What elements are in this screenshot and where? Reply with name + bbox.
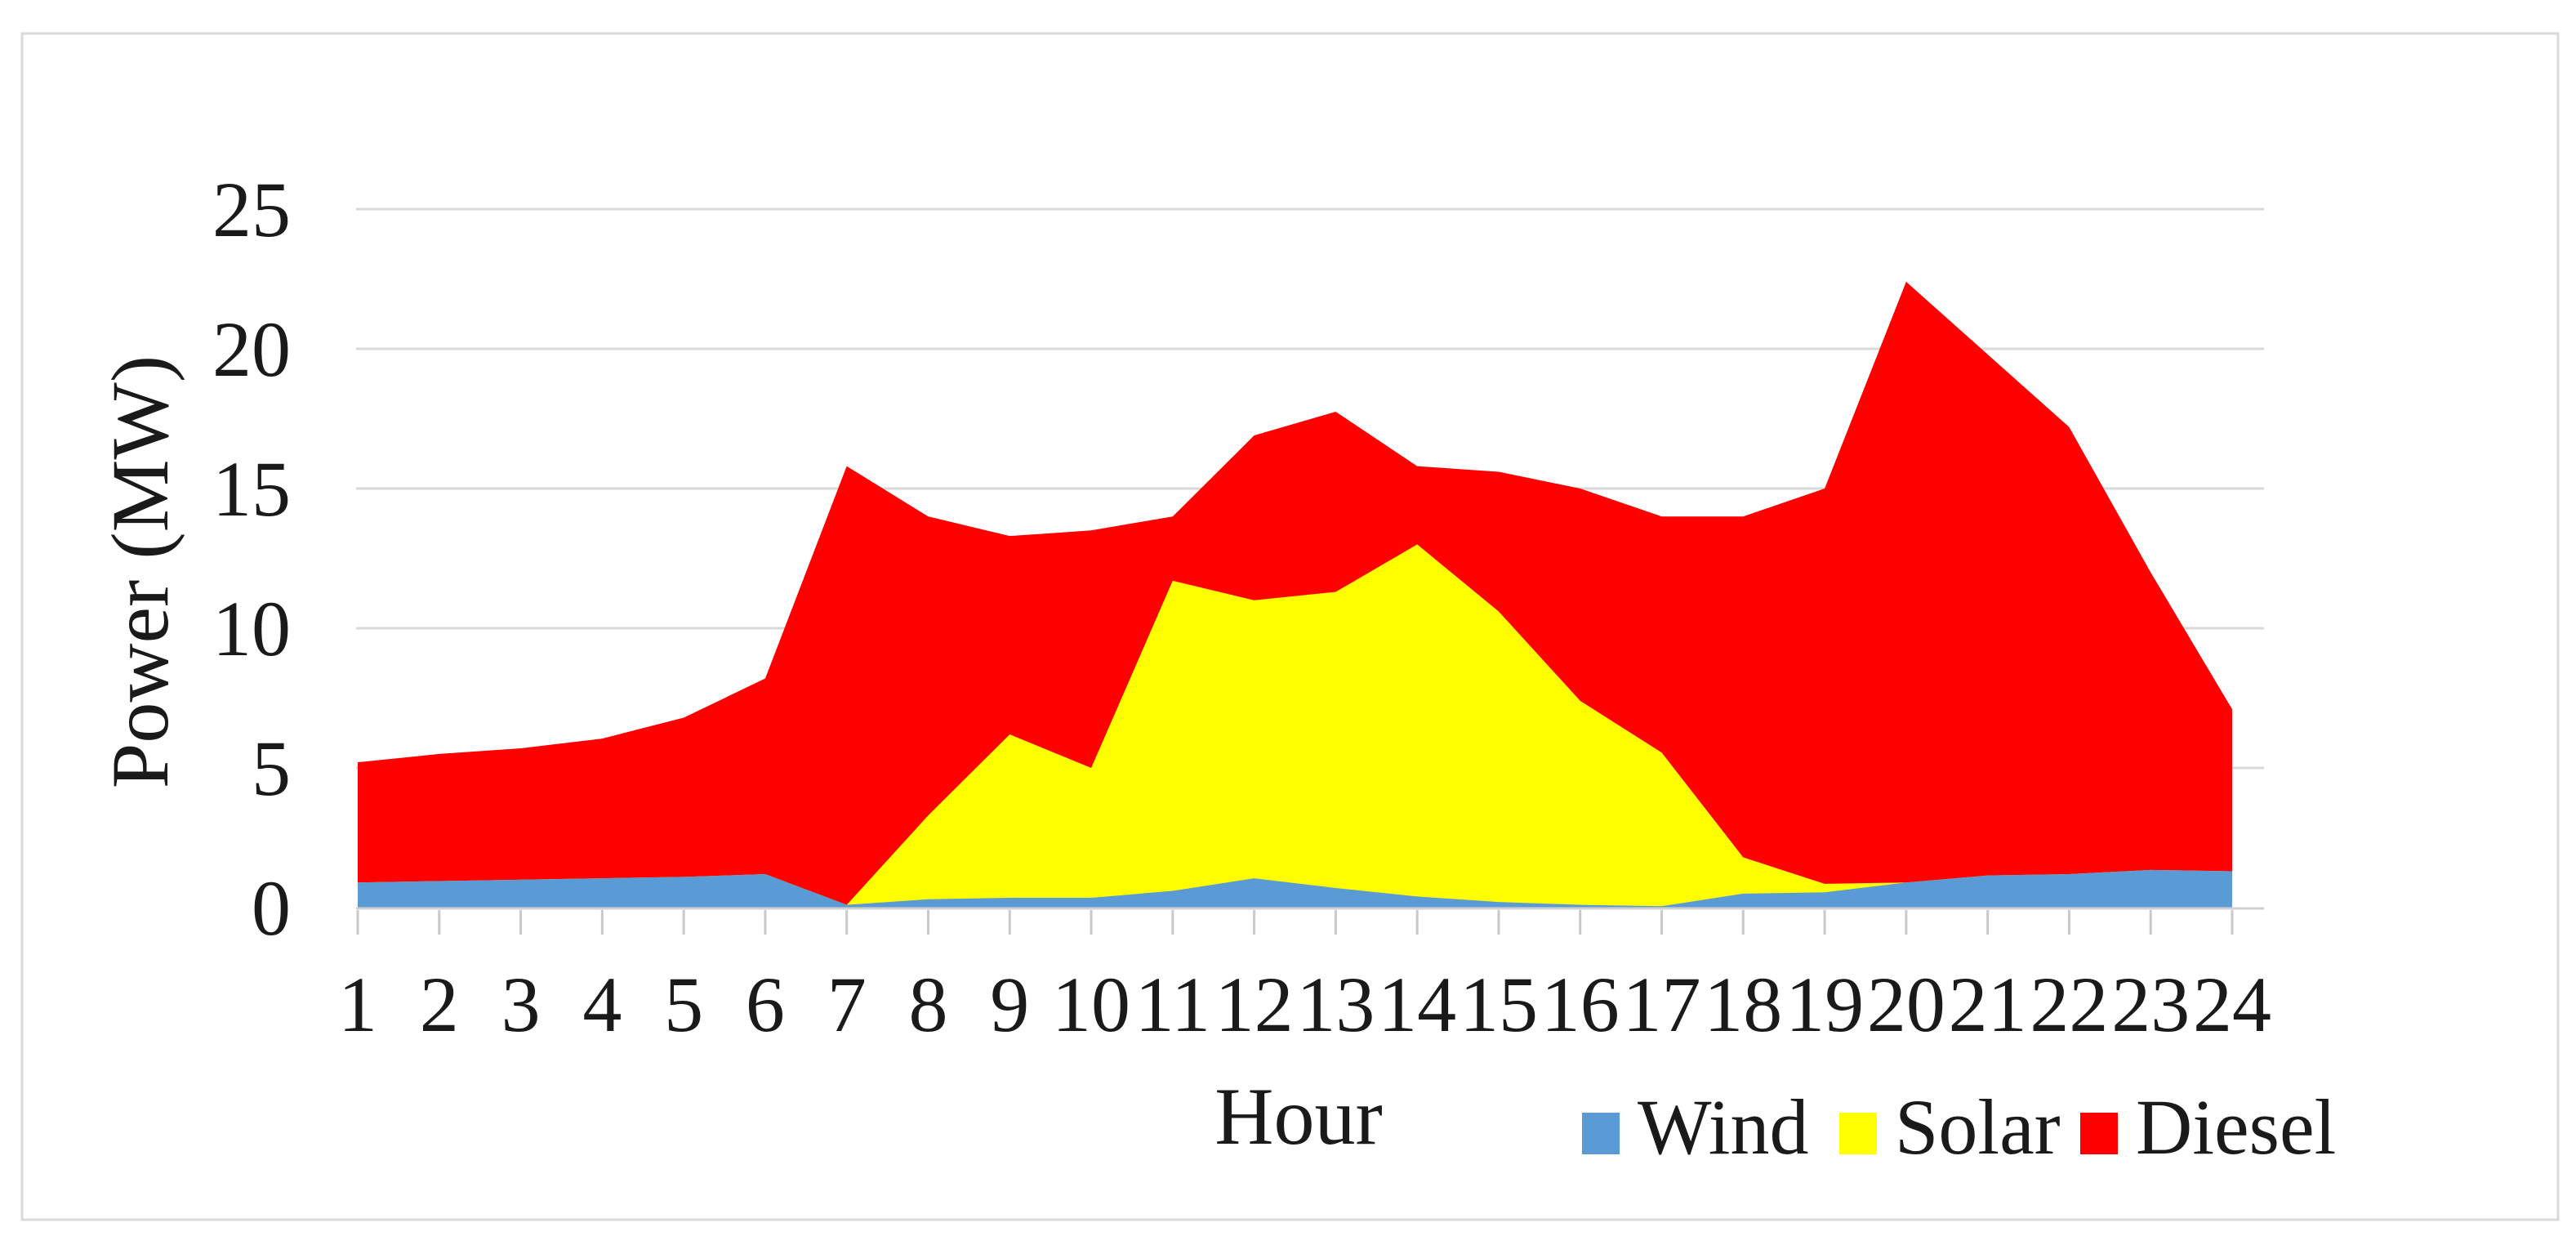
legend-swatch-diesel-icon <box>2080 1113 2118 1154</box>
y-tick-label-15: 15 <box>212 445 291 533</box>
y-tick-label-0: 0 <box>252 864 291 952</box>
area-solar <box>358 544 2232 908</box>
x-tick-label-3: 3 <box>501 961 541 1048</box>
x-tick-label-13: 13 <box>1296 961 1375 1048</box>
x-tick-label-8: 8 <box>908 961 947 1048</box>
x-tick-label-2: 2 <box>420 961 459 1048</box>
x-tick-label-22: 22 <box>2030 961 2108 1048</box>
legend-label-diesel: Diesel <box>2136 1083 2336 1171</box>
area-series <box>358 281 2232 908</box>
figure-border <box>20 32 2560 1221</box>
legend-label-wind: Wind <box>1638 1083 1808 1171</box>
legend-item-solar: Solar <box>1839 1083 2061 1171</box>
x-tick-label-17: 17 <box>1623 961 1701 1048</box>
area-diesel <box>358 281 2232 908</box>
y-tick-label-10: 10 <box>212 585 291 672</box>
x-axis-labels: 1 2 3 4 5 6 7 8 9 10 11 12 13 14 15 16 17 18 19 20 21 22 23 24 <box>338 961 2271 1048</box>
x-tick-label-14: 14 <box>1378 961 1456 1048</box>
legend-label-solar: Solar <box>1895 1083 2061 1171</box>
x-tick-label-20: 20 <box>1867 961 1945 1048</box>
x-tick-label-21: 21 <box>1949 961 2027 1048</box>
legend-swatch-solar-icon <box>1839 1113 1877 1154</box>
x-tick-label-23: 23 <box>2111 961 2190 1048</box>
legend: Wind Solar Diesel <box>1582 1083 2336 1171</box>
area-wind <box>358 869 2232 908</box>
x-tick-label-7: 7 <box>827 961 867 1048</box>
legend-item-diesel: Diesel <box>2080 1083 2336 1171</box>
legend-item-wind: Wind <box>1582 1083 1808 1171</box>
x-tick-label-18: 18 <box>1704 961 1782 1048</box>
y-tick-label-5: 5 <box>252 725 291 812</box>
x-tick-label-15: 15 <box>1460 961 1538 1048</box>
x-tick-label-9: 9 <box>990 961 1029 1048</box>
x-tick-label-16: 16 <box>1541 961 1620 1048</box>
x-tick-label-10: 10 <box>1052 961 1130 1048</box>
x-tick-label-11: 11 <box>1135 961 1210 1048</box>
x-tick-label-24: 24 <box>2193 961 2271 1048</box>
x-tick-label-12: 12 <box>1215 961 1294 1048</box>
x-tick-label-1: 1 <box>338 961 377 1048</box>
x-axis-ticks <box>356 910 2234 935</box>
x-tick-label-4: 4 <box>582 961 622 1048</box>
y-tick-label-25: 25 <box>212 166 291 253</box>
y-axis-labels: 0 5 10 15 20 25 <box>212 166 291 952</box>
x-tick-label-5: 5 <box>664 961 703 1048</box>
y-tick-label-20: 20 <box>212 306 291 393</box>
x-tick-label-19: 19 <box>1785 961 1864 1048</box>
x-tick-label-6: 6 <box>746 961 785 1048</box>
y-axis-title: Power (MW) <box>95 355 185 788</box>
x-axis-title: Hour <box>1214 1071 1383 1162</box>
legend-swatch-wind-icon <box>1582 1113 1620 1154</box>
